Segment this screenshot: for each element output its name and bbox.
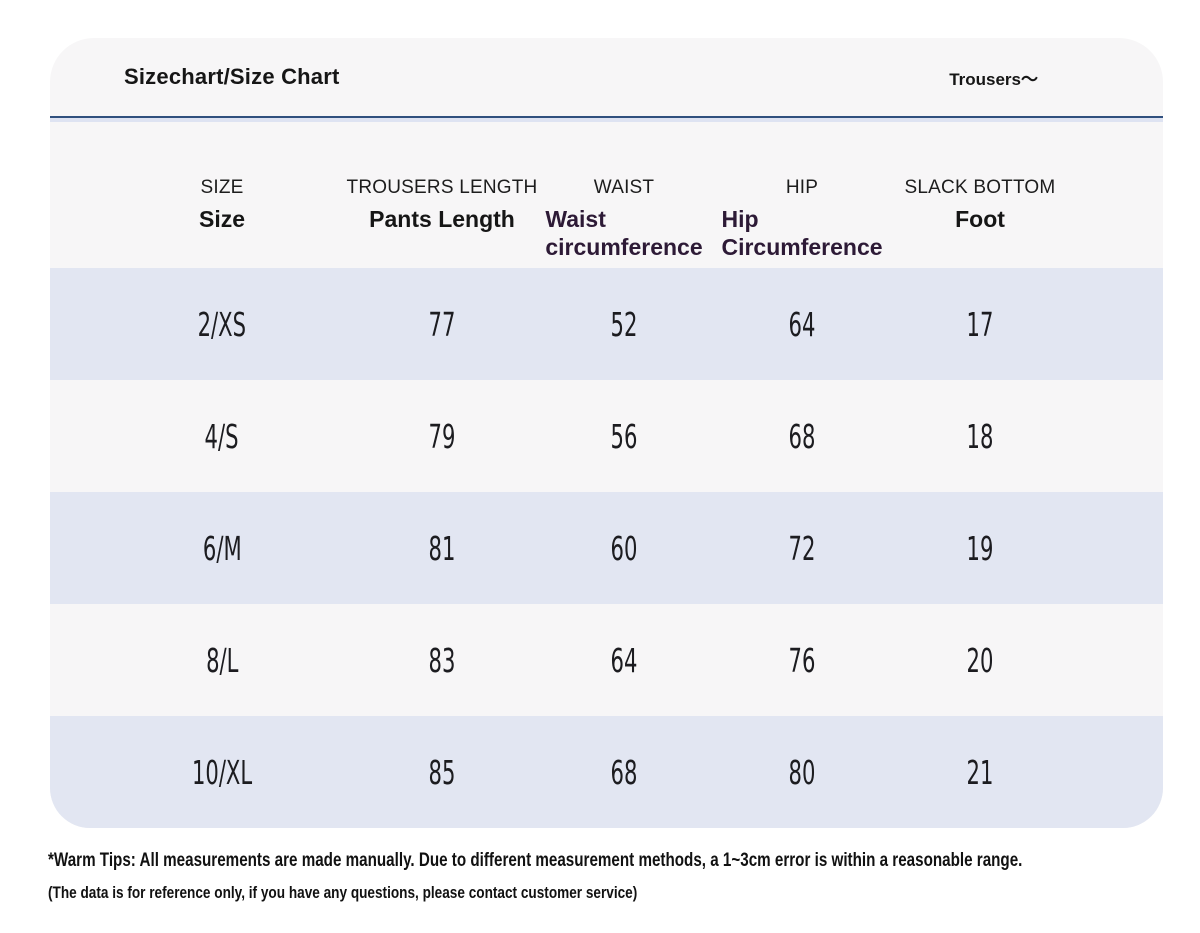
waist-value: 60 [610,528,638,568]
cell-pants-length: 79 [394,380,490,492]
cell-foot: 18 [846,380,1114,492]
waist-value: 56 [610,416,638,456]
column-header-waist-en: WAIST [593,177,655,198]
table-header-row: SIZE Size TROUSERS LENGTH Pants Length W… [50,118,1163,268]
cell-hip: 64 [758,268,846,380]
cell-hip: 80 [758,716,846,828]
cell-waist: 68 [490,716,758,828]
column-header-foot-main: Foot [955,206,1005,232]
footnote-line-1: *Warm Tips: All measurements are made ma… [48,850,1023,871]
table-row: 4/S 79 56 68 18 [50,380,1163,492]
pants-length-value: 85 [428,752,456,792]
category-label: Trousers～ [949,69,1038,89]
size-chart-card: Sizechart/Size Chart Trousers～ SIZE Size… [50,38,1163,828]
cell-waist: 60 [490,492,758,604]
cell-pants-length: 81 [394,492,490,604]
size-value: 8/L [205,640,239,680]
cell-hip: 68 [758,380,846,492]
table-row: 10/XL 85 68 80 21 [50,716,1163,828]
table-row: 2/XS 77 52 64 17 [50,268,1163,380]
table-row: 8/L 83 64 76 20 [50,604,1163,716]
cell-size: 4/S [50,380,394,492]
foot-value: 21 [966,752,994,792]
column-header-size-en: SIZE [200,177,244,198]
size-value: 2/XS [197,304,247,344]
cell-foot: 20 [846,604,1114,716]
pants-length-value: 77 [428,304,456,344]
hip-value: 72 [788,528,816,568]
column-header-waist-main: Waist circumference [545,206,703,260]
column-header-waist: WAIST Waist circumference [490,176,758,268]
cell-foot: 17 [846,268,1114,380]
cell-waist: 64 [490,604,758,716]
column-header-pants-length-main: Pants Length [369,206,515,232]
cell-foot: 21 [846,716,1114,828]
page-title: Sizechart/Size Chart [124,64,340,89]
table-row: 6/M 81 60 72 19 [50,492,1163,604]
pants-length-value: 83 [428,640,456,680]
waist-value: 68 [610,752,638,792]
size-value: 6/M [202,528,242,568]
footnote-line-2: (The data is for reference only, if you … [48,883,638,902]
cell-waist: 52 [490,268,758,380]
footnote: *Warm Tips: All measurements are made ma… [48,848,1200,906]
size-value: 10/XL [191,752,253,792]
column-header-hip-main: Hip Circumference [721,206,883,260]
foot-value: 17 [966,304,994,344]
cell-size: 6/M [50,492,394,604]
foot-value: 19 [966,528,994,568]
column-header-pants-length: TROUSERS LENGTH Pants Length [347,176,538,268]
column-header-hip-en: HIP [785,177,819,198]
column-header-pants-length-en: TROUSERS LENGTH [346,177,538,198]
column-header-foot-en: SLACK BOTTOM [904,177,1056,198]
cell-hip: 72 [758,492,846,604]
hip-value: 64 [788,304,816,344]
foot-value: 18 [966,416,994,456]
cell-size: 8/L [50,604,394,716]
cell-foot: 19 [846,492,1114,604]
pants-length-value: 79 [428,416,456,456]
pants-length-value: 81 [428,528,456,568]
column-header-hip: HIP Hip Circumference [721,176,882,268]
hip-value: 80 [788,752,816,792]
hip-value: 68 [788,416,816,456]
size-value: 4/S [205,416,239,456]
cell-pants-length: 83 [394,604,490,716]
waist-value: 52 [610,304,638,344]
column-header-size: SIZE Size [50,176,394,268]
cell-size: 10/XL [50,716,394,828]
cell-hip: 76 [758,604,846,716]
hip-value: 76 [788,640,816,680]
cell-pants-length: 85 [394,716,490,828]
cell-waist: 56 [490,380,758,492]
cell-pants-length: 77 [394,268,490,380]
cell-size: 2/XS [50,268,394,380]
waist-value: 64 [610,640,638,680]
column-header-foot: SLACK BOTTOM Foot [846,176,1114,268]
foot-value: 20 [966,640,994,680]
card-header: Sizechart/Size Chart Trousers～ [50,38,1163,118]
column-header-size-main: Size [198,206,246,232]
